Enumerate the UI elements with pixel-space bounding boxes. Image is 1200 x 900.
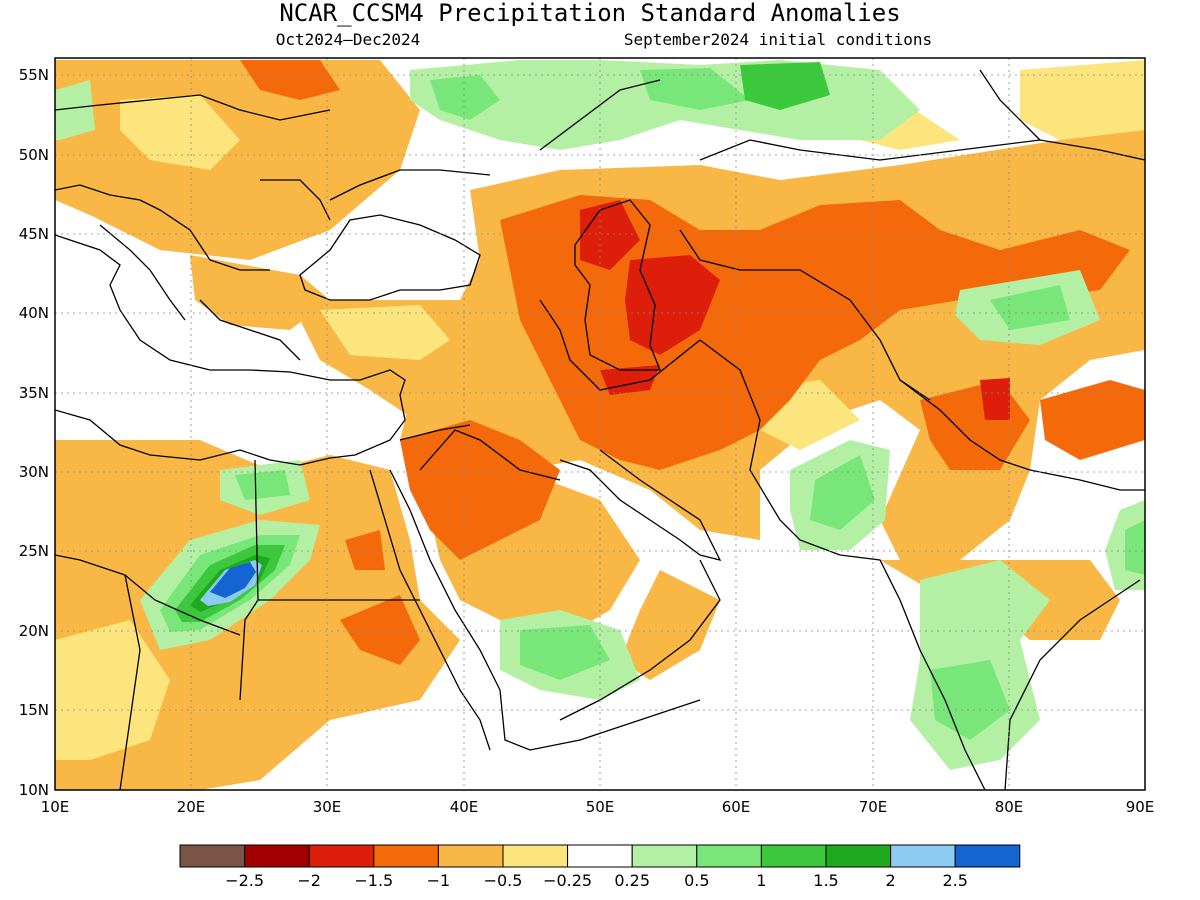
lat-tick-label: 40N — [19, 304, 49, 322]
map-subtitle-left: Oct2024–Dec2024 — [276, 30, 421, 49]
legend-label: −2 — [297, 871, 321, 890]
legend-swatch — [244, 844, 310, 868]
lat-tick-label: 45N — [19, 225, 49, 243]
legend-swatch — [825, 844, 892, 868]
lon-tick-label: 80E — [995, 798, 1024, 816]
legend-swatch — [437, 844, 504, 868]
lon-tick-label: 60E — [722, 798, 751, 816]
lat-tick-label: 25N — [19, 542, 49, 560]
lon-tick-label: 50E — [586, 798, 615, 816]
anomaly-dry-very-strong-regions — [580, 200, 1010, 420]
legend-label: −1.5 — [354, 871, 393, 890]
map-gridlines — [55, 58, 1145, 790]
legend-swatch — [631, 844, 698, 868]
legend-swatch — [696, 844, 762, 868]
lon-tick-label: 30E — [313, 798, 342, 816]
legend-labels: −2.5 −2 −1.5 −1 −0.5 −0.25 0.25 0.5 1 1.5 2 2.5 — [225, 871, 968, 890]
legend-label: 2.5 — [942, 871, 967, 890]
lon-tick-label: 90E — [1126, 798, 1155, 816]
legend-swatch — [890, 844, 956, 868]
legend-swatch — [373, 844, 439, 868]
lat-tick-label: 10N — [19, 781, 49, 799]
legend-label: 1 — [756, 871, 766, 890]
anomaly-wet-regions — [55, 60, 1145, 770]
legend-label: 2 — [886, 871, 896, 890]
lon-tick-label: 40E — [450, 798, 479, 816]
legend-swatch — [760, 844, 827, 868]
map-title: NCAR_CCSM4 Precipitation Standard Anomal… — [279, 0, 900, 27]
legend-label: 0.5 — [684, 871, 709, 890]
legend-swatch — [179, 844, 246, 868]
lat-tick-label: 35N — [19, 384, 49, 402]
latitude-axis: 55N 50N 45N 40N 35N 30N 25N 20N 15N 10N — [19, 66, 49, 799]
lat-tick-label: 50N — [19, 146, 49, 164]
lon-tick-label: 20E — [177, 798, 206, 816]
legend-label: −1 — [427, 871, 451, 890]
legend-label: −0.25 — [543, 871, 592, 890]
lat-tick-label: 15N — [19, 701, 49, 719]
map-subtitle-right: September2024 initial conditions — [624, 30, 932, 49]
lat-tick-label: 20N — [19, 622, 49, 640]
map-plot-area — [55, 58, 1145, 790]
legend-label: 0.25 — [614, 871, 650, 890]
map-frame — [54, 57, 1146, 791]
legend-swatch — [308, 844, 375, 868]
legend-colorbar — [179, 844, 1021, 868]
legend-swatch — [567, 844, 633, 868]
legend-label: 1.5 — [813, 871, 838, 890]
legend-label: −0.5 — [484, 871, 523, 890]
lon-tick-label: 70E — [859, 798, 888, 816]
legend-swatch — [502, 844, 569, 868]
lat-tick-label: 55N — [19, 66, 49, 84]
legend-label: −2.5 — [225, 871, 264, 890]
lat-tick-label: 30N — [19, 463, 49, 481]
legend-swatch — [954, 844, 1021, 868]
longitude-axis: 10E 20E 30E 40E 50E 60E 70E 80E 90E — [41, 798, 1155, 816]
lon-tick-label: 10E — [41, 798, 70, 816]
